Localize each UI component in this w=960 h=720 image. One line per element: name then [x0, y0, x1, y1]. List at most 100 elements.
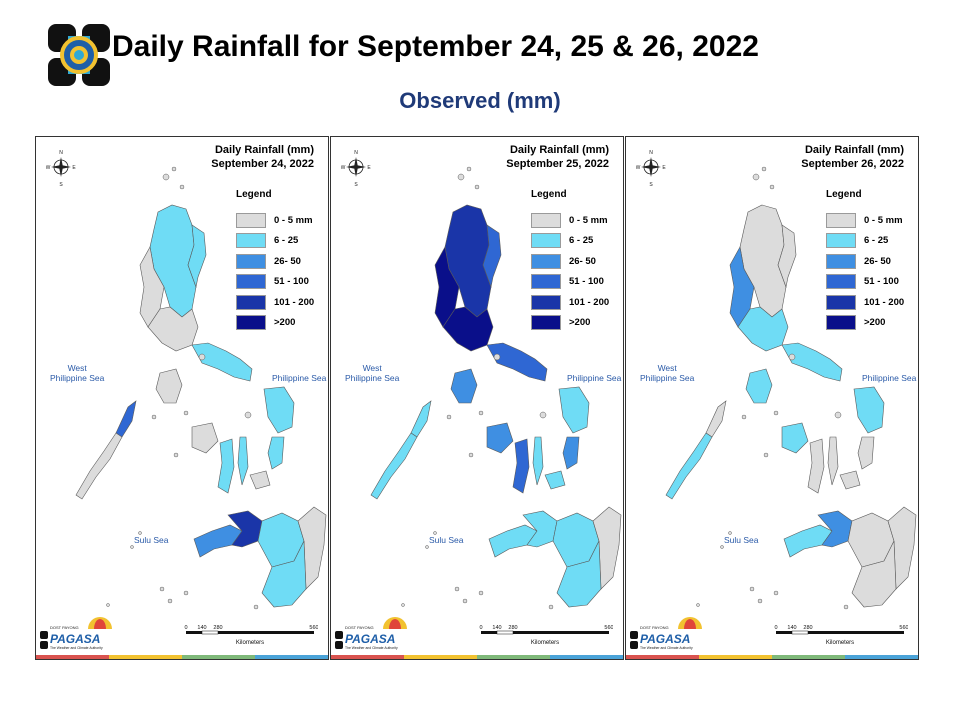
panel-title: Daily Rainfall (mm) September 24, 2022 — [211, 143, 314, 171]
scale-tick-label: 140 — [197, 625, 206, 631]
legend-item: 51 - 100 — [531, 272, 609, 293]
islet — [253, 604, 259, 610]
compass-w-label: W — [341, 165, 346, 171]
scale-bar: 0 140 280 560 Kilometers — [184, 625, 318, 646]
islet — [468, 452, 474, 458]
legend-title: Legend — [236, 189, 272, 200]
province-region-mindW — [227, 510, 263, 548]
province-region-luzonE — [482, 224, 502, 289]
legend-swatch — [236, 274, 266, 290]
province-region-leyte — [267, 436, 285, 470]
legend-swatch — [531, 294, 561, 310]
legend-item: 101 - 200 — [236, 292, 314, 313]
color-strip-segment — [36, 655, 109, 659]
legend-label: 6 - 25 — [864, 235, 889, 247]
legend-item: >200 — [236, 313, 314, 334]
islet — [171, 166, 177, 172]
islet — [162, 173, 170, 181]
legend-label: >200 — [274, 317, 296, 329]
panel-title-date: September 24, 2022 — [211, 158, 314, 170]
color-strip-segment — [626, 655, 699, 659]
compass-n-label: N — [59, 150, 63, 156]
legend-item: 0 - 5 mm — [236, 210, 314, 231]
islet — [696, 603, 700, 607]
islet — [478, 410, 484, 416]
compass-e-label: E — [367, 165, 371, 171]
panel-color-strip — [331, 655, 623, 659]
scale-tick-label: 280 — [213, 625, 222, 631]
panel-title-line1: Daily Rainfall (mm) — [804, 144, 904, 156]
islet — [179, 184, 185, 190]
islet — [752, 173, 760, 181]
legend-label: 6 - 25 — [569, 235, 594, 247]
province-region-mindoro — [450, 368, 478, 404]
legend-item: 26- 50 — [826, 251, 904, 272]
province-region-samar — [853, 386, 885, 434]
color-strip-segment — [699, 655, 772, 659]
legend-item: >200 — [531, 313, 609, 334]
color-strip-segment — [182, 655, 255, 659]
islet — [457, 173, 465, 181]
province-region-mindS — [261, 540, 307, 608]
province-region-mindoro — [155, 368, 183, 404]
legend-swatch — [531, 212, 561, 228]
scale-tick-label: 280 — [803, 625, 812, 631]
province-region-bicol — [191, 342, 253, 382]
brand-prefix: DOST PAYONG — [640, 625, 669, 630]
islet — [741, 414, 747, 420]
islet — [834, 411, 842, 419]
province-region-bicol — [486, 342, 548, 382]
panel-title-date: September 25, 2022 — [506, 158, 609, 170]
scale-tick-label: 0 — [184, 625, 187, 631]
islet — [151, 414, 157, 420]
province-region-samar — [263, 386, 295, 434]
west-philippine-sea-label: West Philippine Sea — [640, 363, 695, 383]
islet — [761, 166, 767, 172]
compass-rose-icon: N S W E — [46, 150, 76, 187]
legend-swatch — [236, 315, 266, 331]
legend-item: 51 - 100 — [826, 272, 904, 293]
province-region-bohol — [249, 470, 271, 490]
legend-swatch — [236, 253, 266, 269]
legend-label: >200 — [569, 317, 591, 329]
islet — [773, 410, 779, 416]
legend-swatch — [826, 253, 856, 269]
province-region-luzonE — [187, 224, 207, 289]
islet — [244, 411, 252, 419]
legend-swatch — [531, 253, 561, 269]
province-region-negros — [512, 438, 530, 494]
compass-s-label: S — [649, 182, 653, 187]
islet — [138, 531, 142, 535]
philippine-sea-label: Philippine Sea — [567, 373, 622, 383]
islet — [749, 586, 755, 592]
brand-name: PAGASA — [50, 632, 100, 646]
philippines-map — [370, 166, 622, 610]
panel-title-line1: Daily Rainfall (mm) — [214, 144, 314, 156]
legend-label: 101 - 200 — [864, 296, 905, 308]
islet — [462, 598, 468, 604]
color-strip-segment — [550, 655, 623, 659]
legend-label: 51 - 100 — [569, 276, 604, 288]
compass-rose-icon: N S W E — [636, 150, 666, 187]
legend-swatch — [236, 233, 266, 249]
islet — [173, 452, 179, 458]
province-region-panay — [191, 422, 219, 454]
sulu-sea-label: Sulu Sea — [134, 535, 169, 545]
islet — [720, 545, 724, 549]
province-region-mindoro — [745, 368, 773, 404]
brand-name: PAGASA — [640, 632, 690, 646]
scale-unit-label: Kilometers — [236, 640, 264, 646]
legend-swatch — [236, 212, 266, 228]
legend-swatch — [826, 233, 856, 249]
compass-e-label: E — [662, 165, 666, 171]
islet — [474, 184, 480, 190]
province-region-bicol — [781, 342, 843, 382]
legend-item: 101 - 200 — [531, 292, 609, 313]
compass-n-label: N — [354, 150, 358, 156]
islet — [466, 166, 472, 172]
brand-tagline: The Weather and Climate Authority — [345, 646, 398, 650]
province-region-negros — [217, 438, 235, 494]
legend-label: 26- 50 — [569, 255, 596, 267]
province-region-palawanN — [705, 400, 727, 438]
islet — [728, 531, 732, 535]
